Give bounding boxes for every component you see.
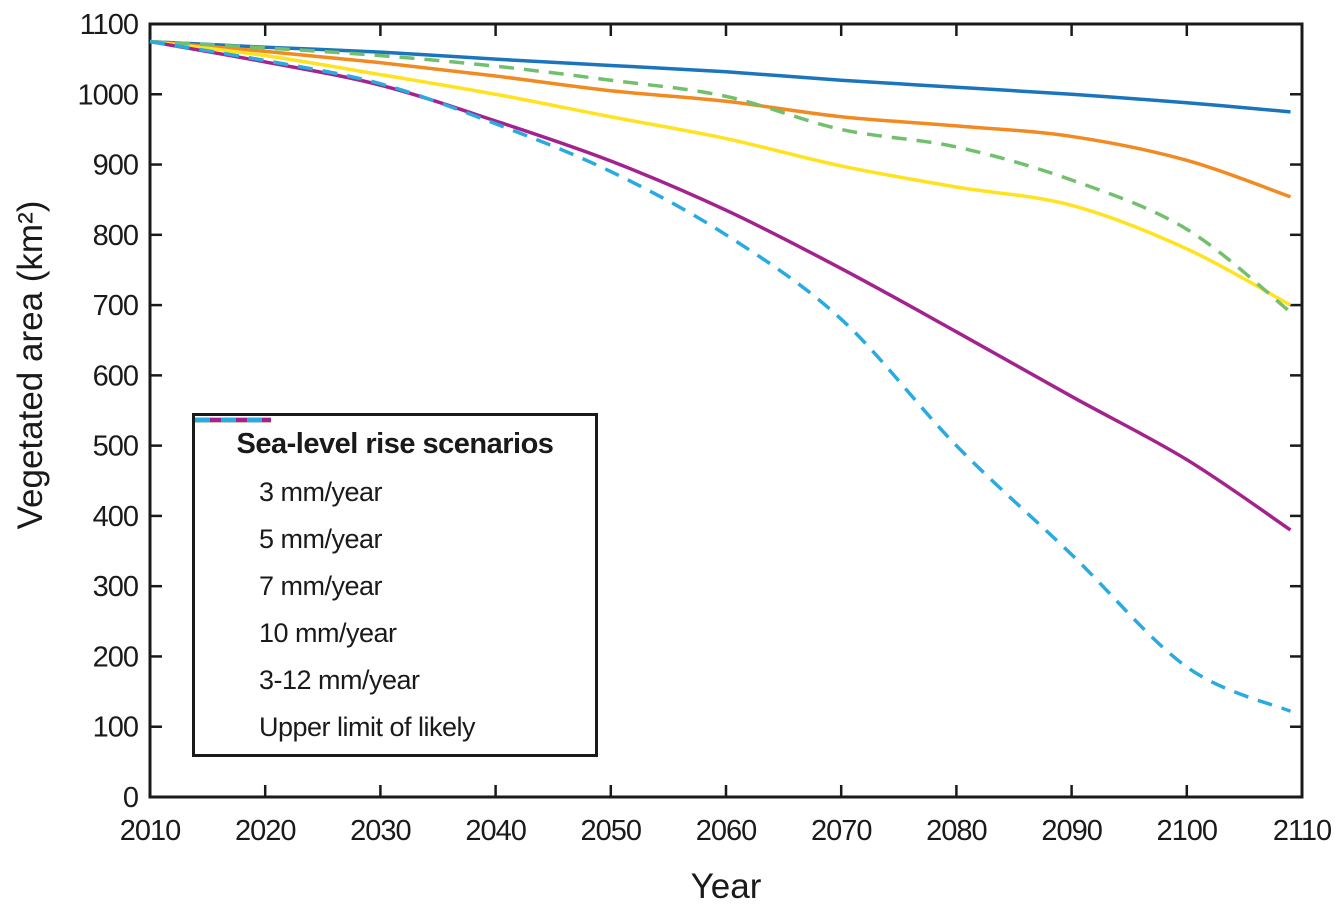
legend-title: Sea-level rise scenarios — [236, 428, 554, 460]
y-tick-label: 100 — [93, 712, 138, 744]
y-axis-label: Vegetated area (km²) — [11, 201, 50, 530]
y-tick-label: 0 — [123, 782, 138, 814]
x-tick-label: 2050 — [581, 815, 642, 847]
x-axis-label: Year — [691, 867, 762, 906]
legend-item: 3-12 mm/year — [195, 417, 595, 704]
x-tick-label: 2080 — [926, 815, 987, 847]
legend-item-label: 3 mm/year — [259, 477, 383, 507]
legend-item-label: 10 mm/year — [259, 618, 397, 648]
legend-rows: 3 mm/year 5 mm/year 7 mm/year 10 mm/year 3-1… — [195, 417, 595, 751]
x-tick-label: 2010 — [120, 815, 181, 847]
y-tick-label: 1000 — [77, 79, 138, 111]
series-line-upper-limit-of-likely — [149, 39, 1292, 713]
x-tick-label: 2070 — [811, 815, 872, 847]
legend-item-label: 3-12 mm/year — [259, 665, 420, 695]
x-tick-label: 2030 — [350, 815, 411, 847]
legend-item: 5 mm/year — [195, 417, 595, 563]
y-tick-label: 200 — [93, 641, 138, 673]
y-tick-label: 900 — [93, 150, 138, 182]
y-tick-label: 800 — [93, 220, 138, 252]
series-line-5-mm-year — [149, 39, 1292, 199]
legend-item-label: Upper limit of likely — [259, 712, 476, 742]
legend-item: Upper limit of likely — [195, 417, 595, 751]
series-line-7-mm-year — [149, 39, 1292, 307]
series-line-3-mm-year — [149, 39, 1291, 114]
series-line-3-12-mm-year — [149, 39, 1292, 314]
x-tick-label: 2020 — [235, 815, 296, 847]
x-tick-label: 2100 — [1157, 815, 1218, 847]
x-tick-label: 2090 — [1041, 815, 1102, 847]
y-tick-label: 700 — [93, 290, 138, 322]
legend-item: 10 mm/year — [195, 417, 595, 657]
y-tick-label: 300 — [93, 571, 138, 603]
legend-item: 7 mm/year — [195, 417, 595, 610]
x-tick-label: 2110 — [1273, 815, 1331, 847]
x-tick-label: 2040 — [465, 815, 526, 847]
legend-item: 3 mm/year — [195, 417, 595, 516]
y-tick-label: 600 — [93, 360, 138, 392]
x-tick-label: 2060 — [696, 815, 757, 847]
legend-item-label: 7 mm/year — [259, 571, 383, 601]
legend-item-label: 5 mm/year — [259, 524, 383, 554]
legend: Sea-level rise scenarios 3 mm/year 5 mm/y… — [192, 413, 598, 757]
y-tick-label: 1100 — [80, 9, 138, 41]
legend-line-sample — [195, 417, 271, 423]
y-tick-label: 400 — [93, 501, 138, 533]
y-tick-label: 500 — [93, 431, 138, 463]
